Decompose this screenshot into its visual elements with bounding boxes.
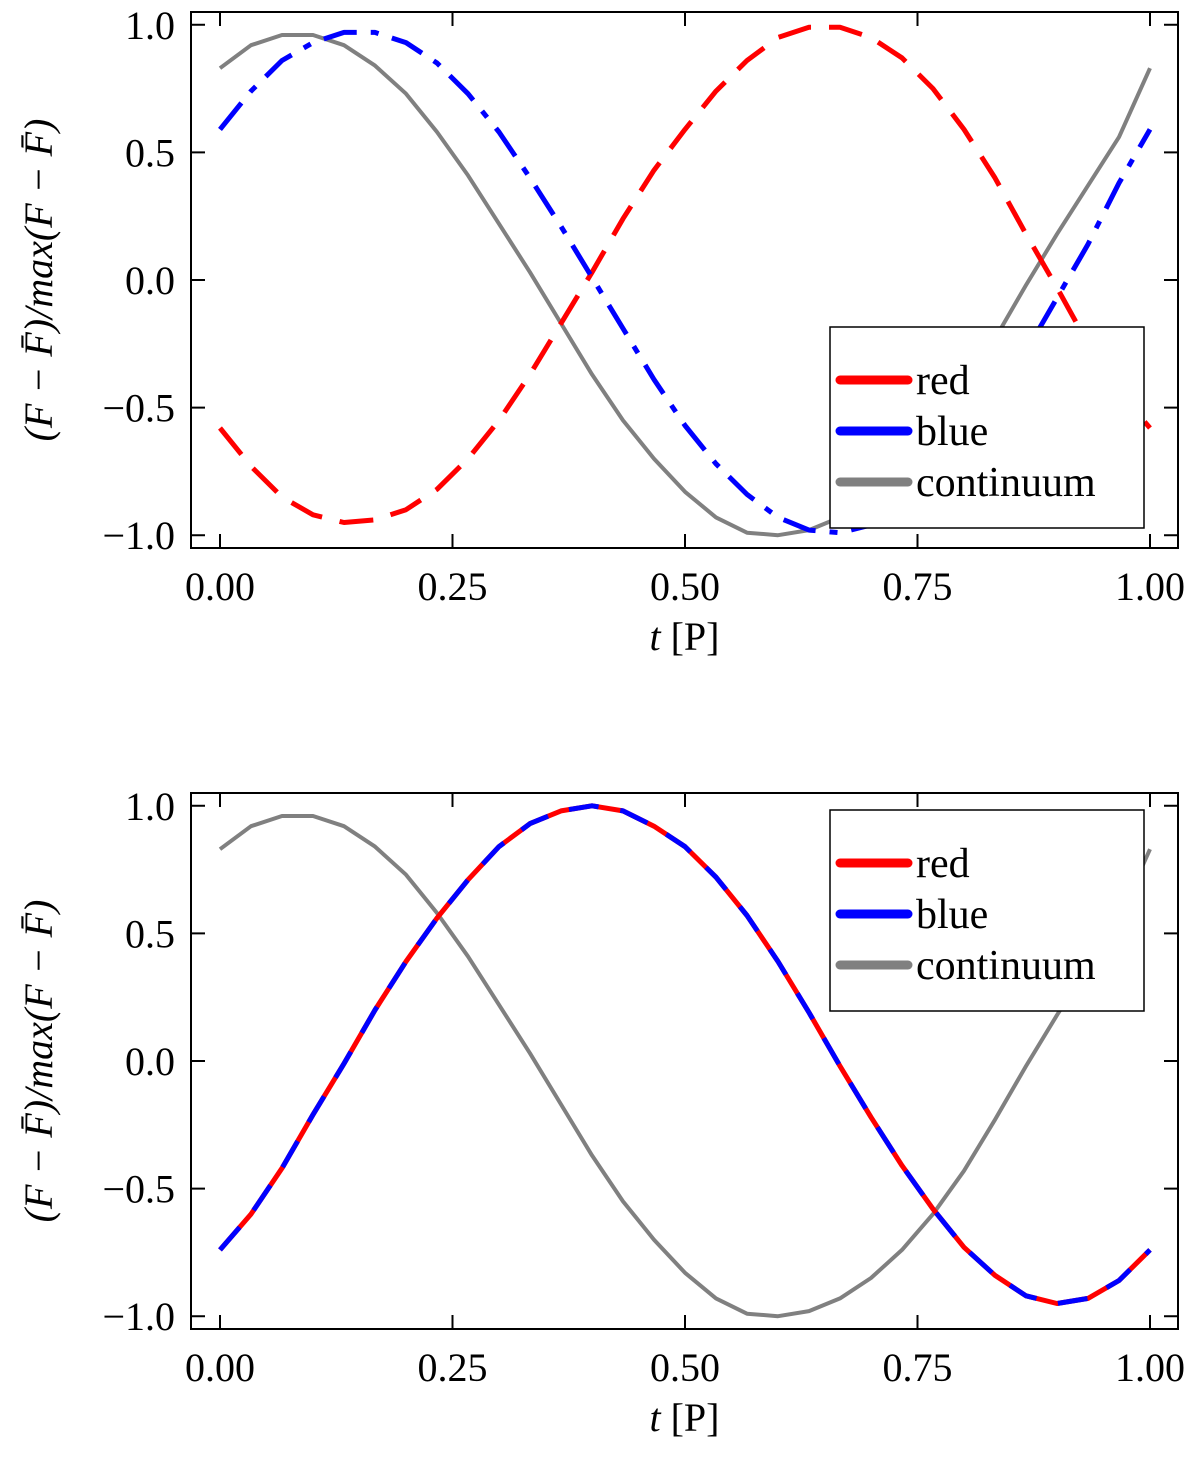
top-x-tick-label: 0.25 [418,564,488,609]
chart-panel-bottom: 0.00 0.25 0.50 0.75 1.00 1.0 0.5 0.0 −0.5 −1.0 t [P… [16,784,1185,1440]
top-y-axis-label: (F − F̄)/max(F − F̄) [16,119,61,442]
top-x-axis-label-var: t [649,614,661,659]
top-y-tick-label: 0.0 [125,258,175,303]
top-legend-label-blue: blue [916,409,988,455]
top-x-tick-label: 0.50 [650,564,720,609]
top-y-tick-label: −1.0 [102,513,175,558]
top-x-tick-label: 0.75 [883,564,953,609]
top-y-tick-label: 0.5 [125,130,175,175]
top-y-tick-label: 1.0 [125,3,175,48]
bottom-series-continuum-line [218,814,1152,1319]
bottom-x-axis-label-unit: [P] [671,1395,720,1440]
bottom-series-blue-line [218,803,1152,1306]
top-x-axis-label: t [P] [649,614,719,659]
bottom-y-tick-label: −0.5 [102,1167,175,1212]
bottom-x-tick-label: 0.00 [185,1345,255,1390]
top-x-axis-label-unit: [P] [671,614,720,659]
bottom-x-axis-label: t [P] [649,1395,719,1440]
top-x-tick-label: 0.00 [185,564,255,609]
bottom-x-tick-label: 0.25 [418,1345,488,1390]
bottom-y-tick-label: −1.0 [102,1294,175,1339]
bottom-x-tick-label: 0.50 [650,1345,720,1390]
bottom-y-tick-label: 0.5 [125,911,175,956]
top-legend-label-red: red [916,358,970,404]
bottom-x-axis-label-var: t [649,1395,661,1440]
chart-panel-top: 0.00 0.25 0.50 0.75 1.00 1.0 0.5 0.0 −0.5 −1.0 t [P… [16,3,1185,659]
top-series-red-line [218,24,1152,525]
bottom-legend-label-red: red [916,841,970,887]
bottom-y-tick-label: 0.0 [125,1039,175,1084]
bottom-y-axis-label: (F − F̄)/max(F − F̄) [16,900,61,1223]
top-y-tick-label: −0.5 [102,386,175,431]
bottom-x-tick-label: 1.00 [1115,1345,1185,1390]
bottom-legend-label-continuum: continuum [916,943,1096,989]
bottom-legend-label-blue: blue [916,892,988,938]
bottom-y-tick-label: 1.0 [125,784,175,829]
top-series-blue-line [218,29,1153,536]
top-x-tick-label: 1.00 [1115,564,1185,609]
bottom-x-tick-label: 0.75 [883,1345,953,1390]
top-legend-label-continuum: continuum [916,460,1096,506]
